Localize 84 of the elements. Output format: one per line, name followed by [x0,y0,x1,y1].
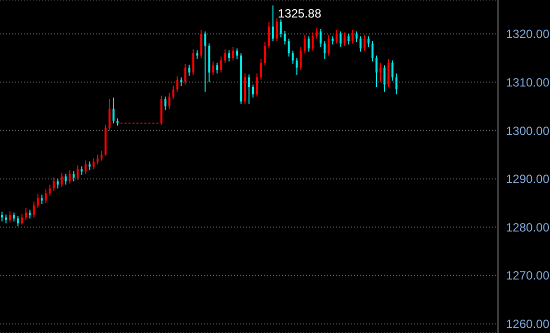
candlestick [252,84,254,98]
annotation: 1325.88 [278,6,322,21]
candlestick [248,74,250,104]
candlestick [96,154,99,165]
candlestick [228,50,230,62]
candlestick [344,32,346,46]
candlestick [224,48,226,64]
y-tick-label: 1260.00 [506,317,550,332]
candlestick [360,36,362,52]
candlestick [304,34,306,54]
candlestick [284,30,286,45]
candlestick [172,85,174,100]
y-tick-label: 1290.00 [506,172,550,186]
candlestick [112,97,115,124]
y-tick-label: 1280.00 [506,220,550,234]
candlestick [64,173,67,186]
candlestick [260,58,262,80]
candlestick [280,18,282,38]
y-tick-label: 1310.00 [506,75,550,90]
candlestick [184,63,186,86]
y-tick-label: 1270.00 [506,268,550,283]
candlestick [348,33,350,45]
candlestick [296,57,298,76]
candlestick [340,30,342,48]
candlestick [164,96,166,111]
candlestick [100,150,103,161]
candlestick [188,64,190,76]
candlestick [256,72,258,98]
candlestick [379,62,382,83]
candlestick [192,48,194,76]
candlestick [368,36,370,48]
candlestick [320,28,322,48]
candlestick [44,188,47,204]
candlestick [236,48,238,60]
candlestick [395,72,398,95]
candlestick [328,34,330,56]
candlestick [220,56,222,73]
candlestick [84,160,87,174]
candlestick [20,213,23,226]
candlestick [32,201,35,218]
candlestick [56,178,59,189]
candlestick [375,55,378,88]
candlestick [288,38,290,58]
candlestick [92,158,95,170]
candlestick [372,40,374,62]
candlestick [356,30,358,43]
candlestick [387,58,390,88]
candlestick [204,30,206,92]
candlestick [336,29,338,44]
candlestick [268,21,270,49]
candlestick [200,29,202,58]
candlestick [383,64,386,92]
candlestick [264,42,266,66]
candlestick [292,50,294,64]
y-tick-label: 1320.00 [506,27,550,42]
candlestick [168,92,170,110]
candlestick [276,18,278,42]
candlestick [216,62,218,74]
candlestick [16,216,19,227]
candlestick [316,28,318,40]
candlestick [272,4,274,42]
candlestick [68,170,71,184]
candlestick [232,46,234,61]
candlestick [48,184,51,196]
candlestick [72,170,75,182]
candlestick [76,164,79,180]
candlestick [352,29,354,44]
candlestick [40,194,43,204]
candlestick [312,32,314,52]
candlestick [24,207,27,220]
candlestick [324,40,326,60]
candlestick [8,210,11,223]
candlestick [300,46,302,71]
candlestick [36,194,39,208]
y-tick-label: 1300.00 [506,124,550,138]
candlestick [212,60,214,76]
candlestick [60,172,63,188]
candlestick [108,98,111,131]
candlestick [0,211,3,222]
candlestick [52,176,55,192]
candlestick [364,34,366,52]
candlestick [308,36,310,52]
candlestick [176,76,178,92]
candlestick [391,60,394,82]
